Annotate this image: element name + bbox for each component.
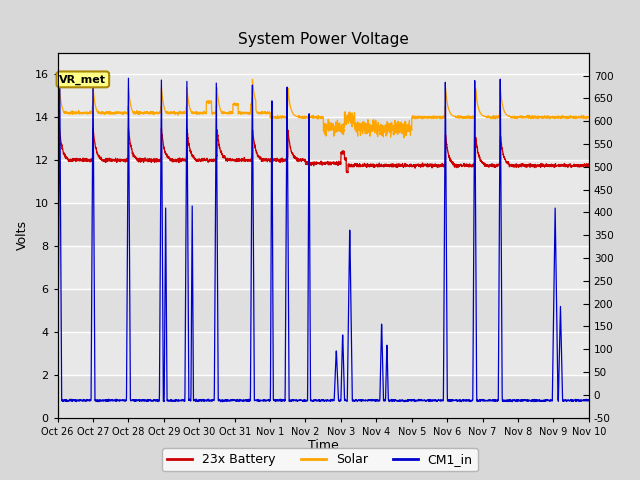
Bar [58,160,589,203]
Bar [58,117,589,160]
Bar [58,203,589,246]
X-axis label: Time: Time [308,439,339,453]
Y-axis label: Volts: Volts [16,220,29,250]
Title: System Power Voltage: System Power Voltage [238,33,408,48]
Bar [58,375,589,418]
Bar [58,289,589,332]
Bar [58,332,589,375]
Bar [58,74,589,117]
Text: VR_met: VR_met [60,74,106,84]
Bar [58,246,589,289]
Legend: 23x Battery, Solar, CM1_in: 23x Battery, Solar, CM1_in [163,448,477,471]
